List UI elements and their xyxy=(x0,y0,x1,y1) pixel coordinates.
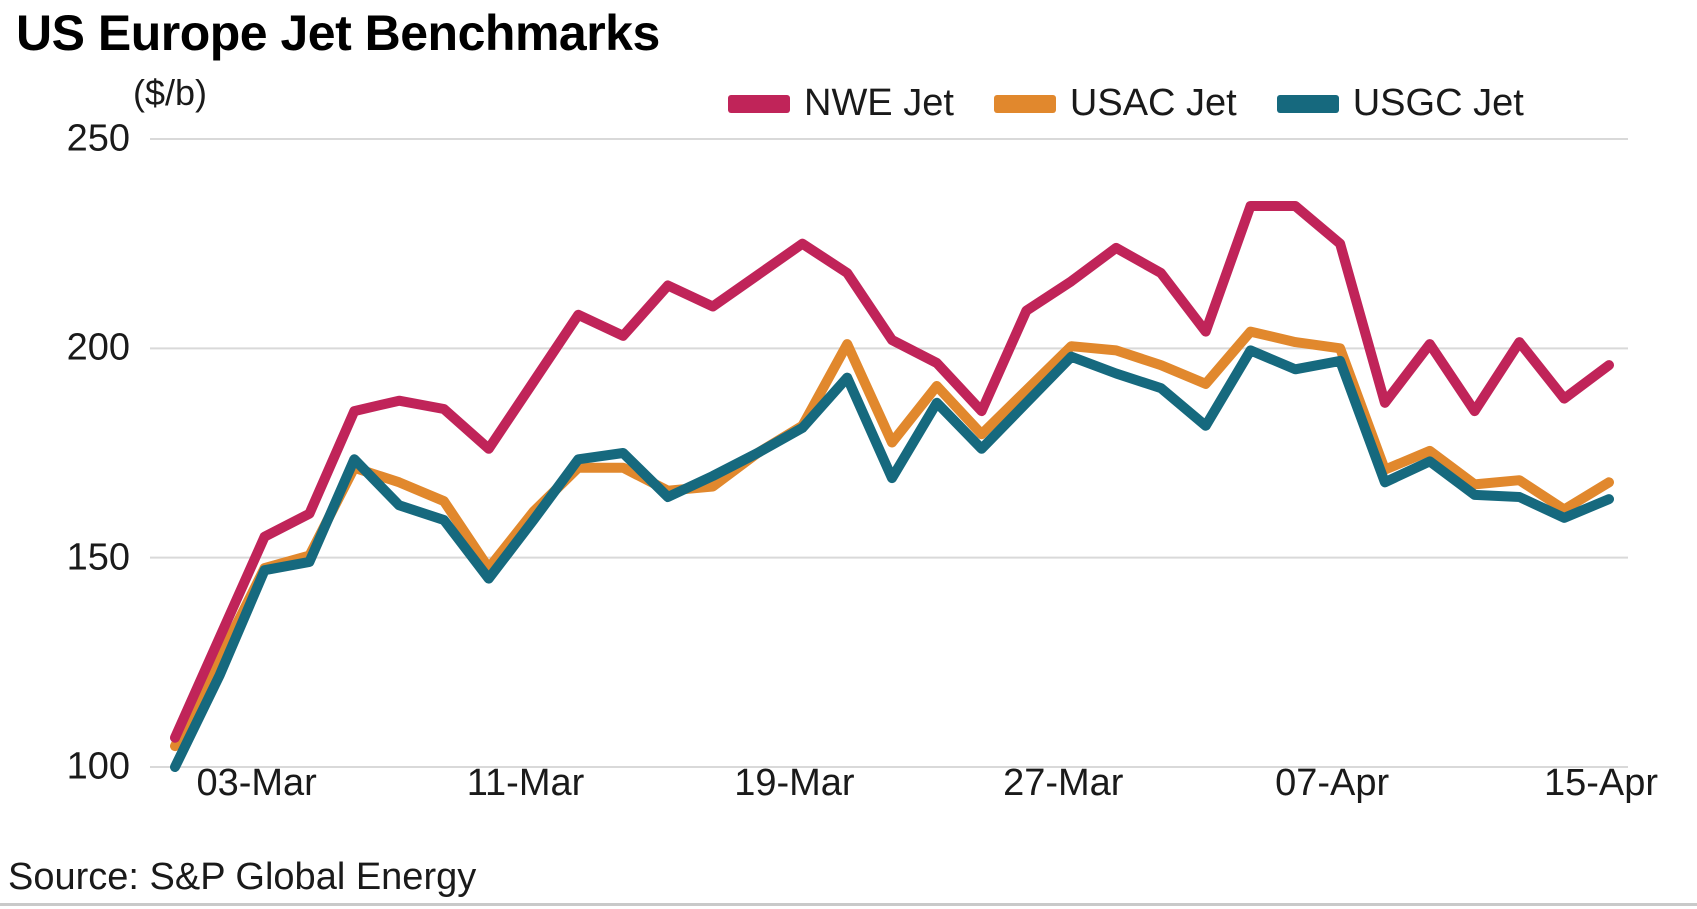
legend-item-nwe-jet: NWE Jet xyxy=(728,82,954,125)
x-tick-label-27-mar: 27-Mar xyxy=(1003,762,1124,804)
x-tick-label-03-mar: 03-Mar xyxy=(196,762,317,804)
legend-label-nwe-jet: NWE Jet xyxy=(804,82,954,124)
x-tick-label-11-mar: 11-Mar xyxy=(466,762,585,804)
y-tick-label-150: 150 xyxy=(66,536,130,579)
nwe-jet-swatch-icon xyxy=(728,94,790,113)
series-line-usgc-jet xyxy=(170,345,1614,772)
y-tick-label-100: 100 xyxy=(66,745,130,788)
source-attribution: Source: S&P Global Energy xyxy=(8,856,477,898)
legend-item-usac-jet: USAC Jet xyxy=(993,82,1237,125)
x-tick-label-15-apr: 15-Apr xyxy=(1543,762,1659,804)
x-tick-label-07-apr: 07-Apr xyxy=(1275,762,1390,804)
chart-title: US Europe Jet Benchmarks xyxy=(16,5,660,61)
y-tick-label-200: 200 xyxy=(66,326,130,369)
y-axis-unit-label: ($/b) xyxy=(133,72,208,113)
x-tick-label-19-mar: 19-Mar xyxy=(734,762,855,804)
legend-label-usac-jet: USAC Jet xyxy=(1069,82,1237,124)
usac-jet-swatch-icon xyxy=(993,94,1056,113)
legend-label-usgc-jet: USGC Jet xyxy=(1352,82,1524,124)
series-line-nwe-jet xyxy=(170,201,1614,743)
usgc-jet-swatch-icon xyxy=(1276,94,1339,113)
legend-item-usgc-jet: USGC Jet xyxy=(1276,82,1524,125)
bottom-divider xyxy=(0,903,1697,906)
legend: NWE Jet USAC Jet USGC Jet xyxy=(728,82,1524,125)
y-tick-label-250: 250 xyxy=(66,117,130,160)
